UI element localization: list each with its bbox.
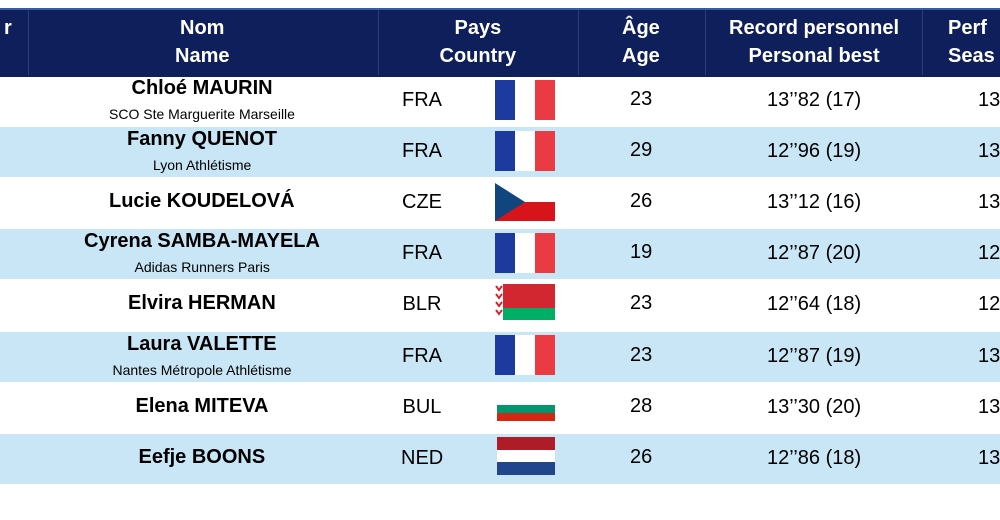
age: 29 (630, 139, 653, 162)
separator (922, 10, 923, 75)
header-cell: Âge (622, 17, 660, 39)
age: 23 (630, 88, 653, 110)
header-cell: Personal best (748, 45, 880, 67)
personal-best: 12’’87 (20) (767, 242, 862, 265)
country-code: CZE (402, 191, 442, 214)
athlete-name: Fanny QUENOT (127, 128, 278, 151)
season-best: 12 (978, 293, 1000, 316)
header-cell: Perf (948, 17, 987, 39)
country-code: FRA (402, 344, 442, 367)
club-name: SCO Ste Marguerite Marseille (109, 106, 295, 122)
season-best: 13 (978, 140, 1000, 163)
header-cell: Age (622, 45, 660, 67)
athlete-name: Lucie KOUDELOVÁ (109, 190, 295, 213)
flag-belarus (495, 284, 555, 320)
club-name: Lyon Athlétisme (153, 157, 252, 174)
header-cell: r (4, 17, 12, 39)
personal-best: 13’’82 (17) (767, 89, 862, 111)
season-best: 13 (978, 89, 1000, 111)
athlete-name: Laura VALETTE (127, 332, 277, 355)
personal-best: 13’’12 (16) (767, 191, 862, 214)
age: 26 (630, 190, 653, 213)
club-name: Nantes Métropole Athlétisme (112, 361, 292, 378)
country-code: BUL (402, 395, 442, 418)
header-cell: Seas (948, 45, 995, 67)
flag-czechia (495, 183, 555, 221)
season-best: 13 (978, 191, 1000, 214)
country-code: FRA (402, 89, 442, 111)
age: 23 (630, 343, 653, 366)
country-code: NED (401, 446, 444, 469)
separator (28, 10, 29, 75)
age: 19 (630, 241, 653, 264)
country-code: BLR (402, 293, 442, 316)
season-best: 12 (978, 242, 1000, 265)
flag-france (495, 233, 555, 273)
flag-bulgaria (497, 397, 555, 421)
age: 23 (630, 292, 653, 315)
season-best: 13 (978, 395, 1000, 418)
season-best: 13 (978, 446, 1000, 469)
header-cell: Nom (180, 17, 225, 39)
season-best: 13 (978, 344, 1000, 367)
country-code: FRA (402, 242, 442, 265)
athlete-name: Elvira HERMAN (128, 292, 276, 315)
personal-best: 13’’30 (20) (767, 395, 862, 418)
flag-netherlands (497, 437, 555, 475)
country-code: FRA (402, 140, 442, 163)
header-cell: Country (439, 45, 517, 67)
separator (378, 10, 379, 75)
athlete-name: Elena MITEVA (135, 394, 269, 417)
personal-best: 12’’64 (18) (767, 293, 862, 316)
flag-france (495, 131, 555, 171)
personal-best: 12’’87 (19) (767, 344, 862, 367)
age: 28 (630, 394, 653, 417)
separator (578, 10, 579, 75)
header-cell: Pays (454, 17, 502, 39)
flag-france (495, 335, 555, 375)
table-header (0, 8, 1000, 77)
separator (705, 10, 706, 75)
personal-best: 12’’96 (19) (767, 140, 862, 163)
athlete-name: Eefje BOONS (138, 445, 266, 468)
header-cell: Record personnel (729, 17, 900, 39)
club-name: Adidas Runners Paris (134, 259, 270, 276)
header-cell: Name (175, 45, 230, 67)
flag-france (495, 80, 555, 120)
athlete-name: Chloé MAURIN (131, 77, 273, 99)
personal-best: 12’’86 (18) (767, 446, 862, 469)
athlete-name: Cyrena SAMBA-MAYELA (84, 230, 320, 253)
age: 26 (630, 445, 653, 468)
